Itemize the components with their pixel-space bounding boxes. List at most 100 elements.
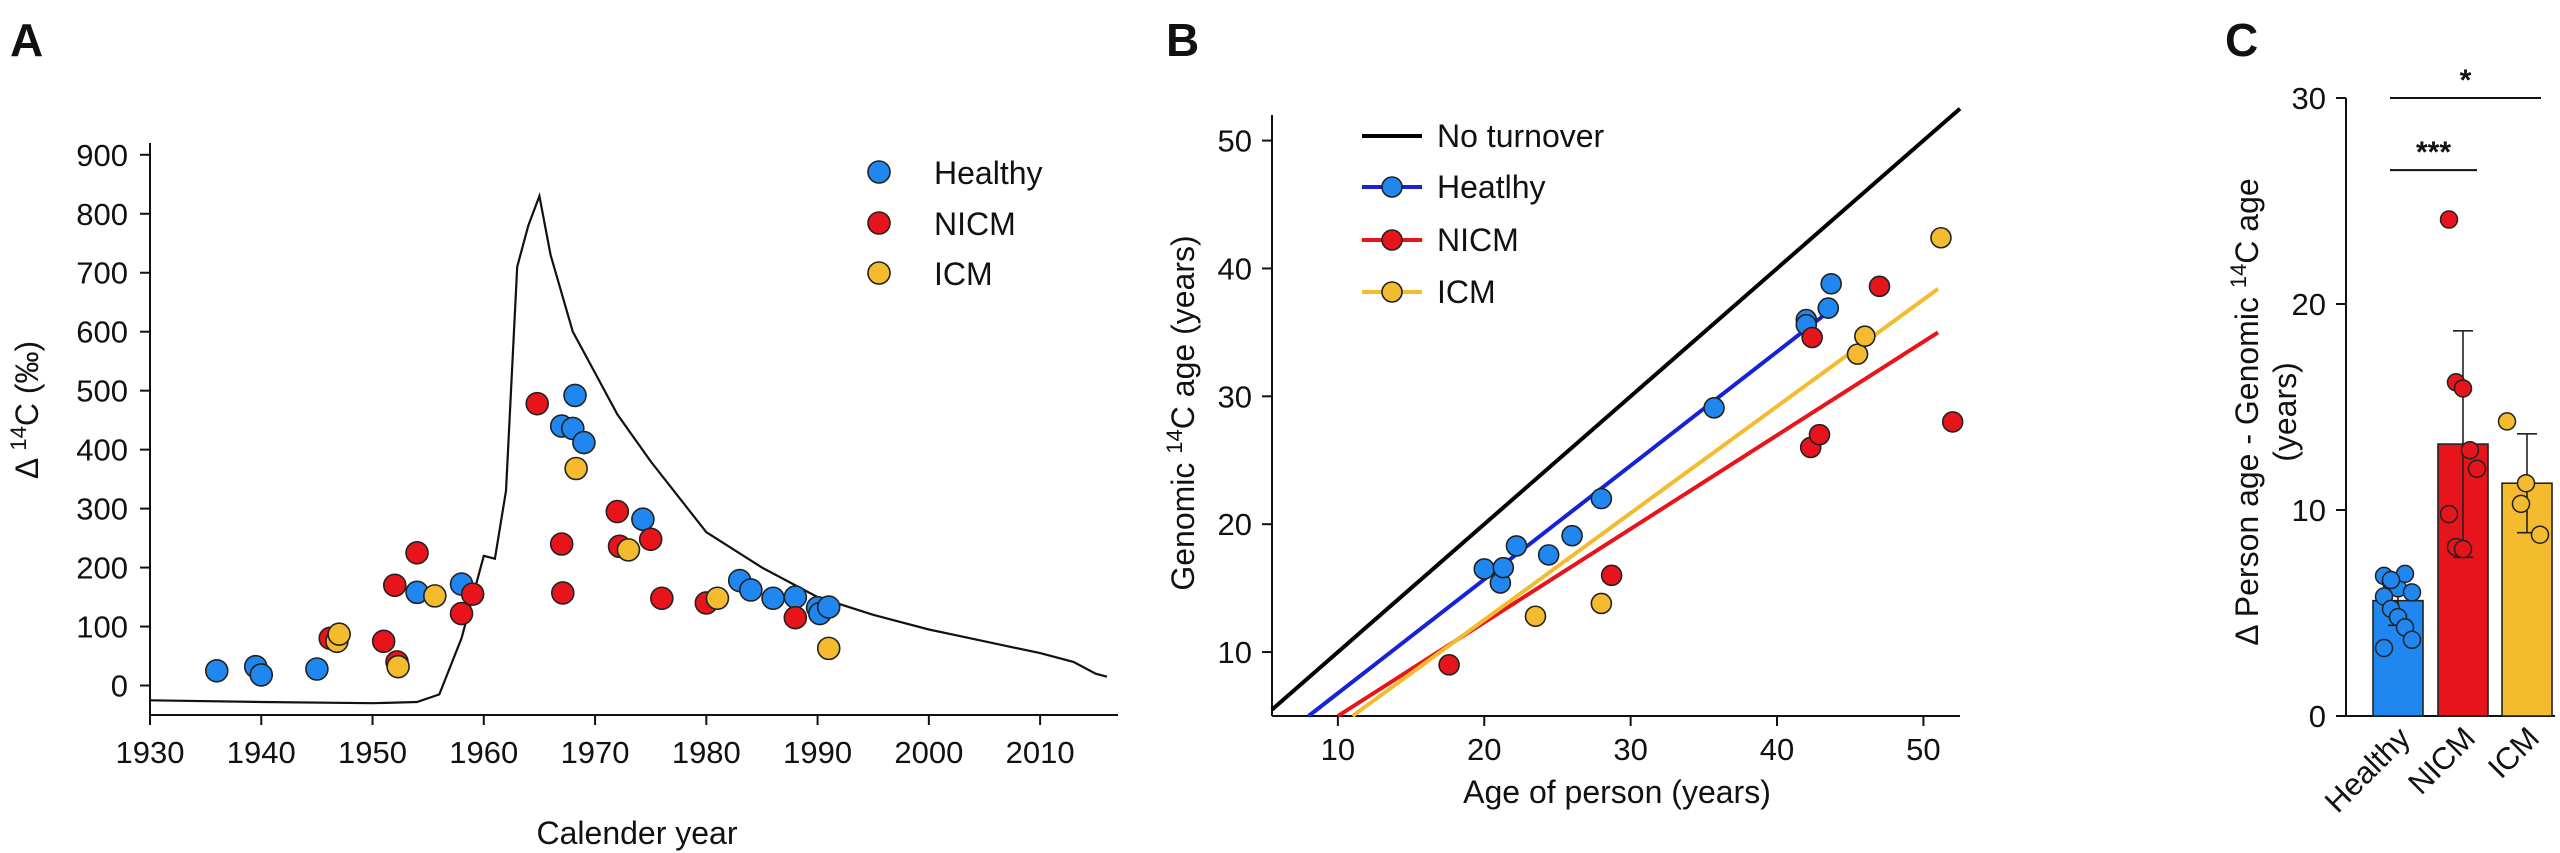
panel-b-point-icm xyxy=(1930,226,1952,249)
panel-letter-a: A xyxy=(10,14,43,66)
panel-letter-c: C xyxy=(2225,14,2258,66)
panel-c-ytick-label: 10 xyxy=(2292,493,2326,528)
panel-a-point-icm xyxy=(386,654,410,679)
panel-b-ytick-label: 20 xyxy=(1218,507,1252,542)
panel-a-point-nicm xyxy=(405,541,429,565)
panel-a-ylabel: Δ 14C (‰) xyxy=(6,341,46,479)
panel-b-point-healthy xyxy=(1590,487,1613,510)
panel-b-lines xyxy=(1270,107,1962,718)
panel-a-atmospheric-curve-group xyxy=(149,192,1108,705)
panel-c-significance: **** xyxy=(2390,64,2541,172)
panel-a-point-nicm xyxy=(650,586,674,611)
panel-c-significance-label: *** xyxy=(2416,136,2451,169)
panel-a-ytick-label: 900 xyxy=(76,138,128,173)
panel-c-point-nicm xyxy=(2439,504,2459,524)
panel-a-point-nicm xyxy=(549,532,574,556)
panel-b-xtick-label: 50 xyxy=(1906,732,1940,767)
legend-label-icm: ICM xyxy=(1437,274,1496,310)
panel-c-xtick-label: NICM xyxy=(2401,720,2482,801)
panel-b-line-healthy-fit xyxy=(1307,310,1830,718)
panel-a-xtick-label: 1940 xyxy=(227,735,296,770)
panel-b-point-healthy xyxy=(1817,297,1840,319)
legend-label-heatlhy: Heatlhy xyxy=(1437,169,1546,205)
panel-a-point-healthy xyxy=(572,430,596,455)
panel-a-point-nicm xyxy=(605,499,630,524)
panel-a-xtick-label: 1960 xyxy=(449,735,518,770)
panel-a-ytick-label: 400 xyxy=(76,433,128,468)
panel-a-point-healthy xyxy=(563,383,587,408)
panel-b-point-icm xyxy=(1846,343,1869,365)
panel-b-point-nicm xyxy=(1808,423,1831,446)
panel-a-ytick-label: 300 xyxy=(76,492,128,527)
panel-b-ytick-label: 50 xyxy=(1218,124,1252,159)
panel-b-point-healthy xyxy=(1505,535,1528,557)
panel-a-point-nicm xyxy=(638,527,663,552)
panel-c-point-icm xyxy=(2511,494,2531,514)
panel-b-legend: No turnover Heatlhy NICM ICM xyxy=(1362,118,1605,310)
legend-marker-nicm xyxy=(1381,229,1403,251)
panel-c-point-icm xyxy=(2497,412,2517,431)
panel-b-xtick-label: 20 xyxy=(1467,732,1501,767)
panel-b-point-healthy xyxy=(1473,558,1496,580)
panel-a-point-nicm xyxy=(449,601,474,626)
panel-b-xtick-label: 30 xyxy=(1613,732,1647,767)
panel-a-ytick-label: 800 xyxy=(76,197,128,232)
panel-a-point-nicm xyxy=(550,581,575,605)
panel-c-point-nicm xyxy=(2439,210,2459,229)
panel-b-point-icm xyxy=(1590,592,1613,615)
panel-a-point-healthy xyxy=(249,663,274,687)
panel-a-xtick-label: 1970 xyxy=(561,735,630,770)
panel-a-point-icm xyxy=(816,636,841,661)
panel-b-point-icm xyxy=(1524,605,1547,628)
panel-a-ytick-label: 700 xyxy=(76,256,128,291)
panel-b-axes: 10 20 30 40 50 10 20 30 40 50 xyxy=(1218,115,1960,767)
panel-a-point-healthy xyxy=(761,586,785,611)
panel-c-ytick-label: 0 xyxy=(2309,699,2326,734)
panel-b-point-nicm xyxy=(1941,411,1964,433)
panel-a-points xyxy=(204,383,841,687)
panel-a-ytick-label: 200 xyxy=(76,551,128,586)
panel-a-ytick-label: 500 xyxy=(76,374,128,409)
panel-a-ytick-label: 0 xyxy=(111,669,128,704)
panel-a-axes: 0 100 200 300 400 500 600 700 800 900 1930 1940 1950… xyxy=(76,138,1118,770)
panel-a-point-icm xyxy=(616,538,641,562)
panel-b-point-healthy xyxy=(1561,524,1583,547)
panel-a-point-nicm xyxy=(382,573,407,598)
panel-a-ytick-label: 100 xyxy=(76,610,128,645)
panel-b-line-no-turnover xyxy=(1270,107,1962,712)
legend-marker-icm xyxy=(1381,281,1403,303)
legend-label-healthy: Healthy xyxy=(934,155,1043,191)
panel-a-xtick-label: 1950 xyxy=(338,735,407,770)
panel-a-point-icm xyxy=(327,622,351,647)
panel-a-xtick-label: 1980 xyxy=(672,735,741,770)
panel-a-point-healthy xyxy=(816,595,841,619)
panel-a-point-icm xyxy=(705,586,730,611)
panel-b-point-healthy xyxy=(1703,397,1725,419)
panel-c-ytick-label: 30 xyxy=(2292,81,2326,116)
panel-a-point-healthy xyxy=(204,658,229,683)
legend-label-no-turnover: No turnover xyxy=(1437,118,1605,154)
panel-b-point-nicm xyxy=(1600,564,1623,587)
legend-marker-icm xyxy=(867,261,891,285)
panel-c-point-nicm xyxy=(2460,441,2480,460)
panel-b-point-healthy xyxy=(1537,544,1560,566)
panel-a-point-healthy xyxy=(631,507,655,532)
panel-b-xtick-label: 10 xyxy=(1321,732,1355,767)
panel-b-line-icm-fit xyxy=(1351,287,1940,718)
panel-c-point-nicm xyxy=(2467,459,2487,479)
panel-a-chart: Calender year Δ 14C (‰) 0 100 200 300 400 500… xyxy=(6,138,1118,851)
panel-b-point-healthy xyxy=(1820,272,1842,295)
legend-label-nicm: NICM xyxy=(1437,222,1519,258)
panel-a-xlabel: Calender year xyxy=(537,815,738,851)
panel-a-point-icm xyxy=(564,456,588,481)
panel-b-point-healthy xyxy=(1492,556,1515,579)
legend-label-nicm: NICM xyxy=(934,206,1016,242)
panel-b-point-nicm xyxy=(1868,275,1891,298)
legend-marker-healthy xyxy=(867,160,891,184)
panel-c-xtick-label: Healthy xyxy=(2318,720,2417,819)
panel-c-point-icm xyxy=(2530,525,2550,544)
panel-a-legend: Healthy NICM ICM xyxy=(867,155,1043,292)
panel-c-point-nicm xyxy=(2453,379,2473,398)
panel-a-xtick-label: 2010 xyxy=(1006,735,1075,770)
